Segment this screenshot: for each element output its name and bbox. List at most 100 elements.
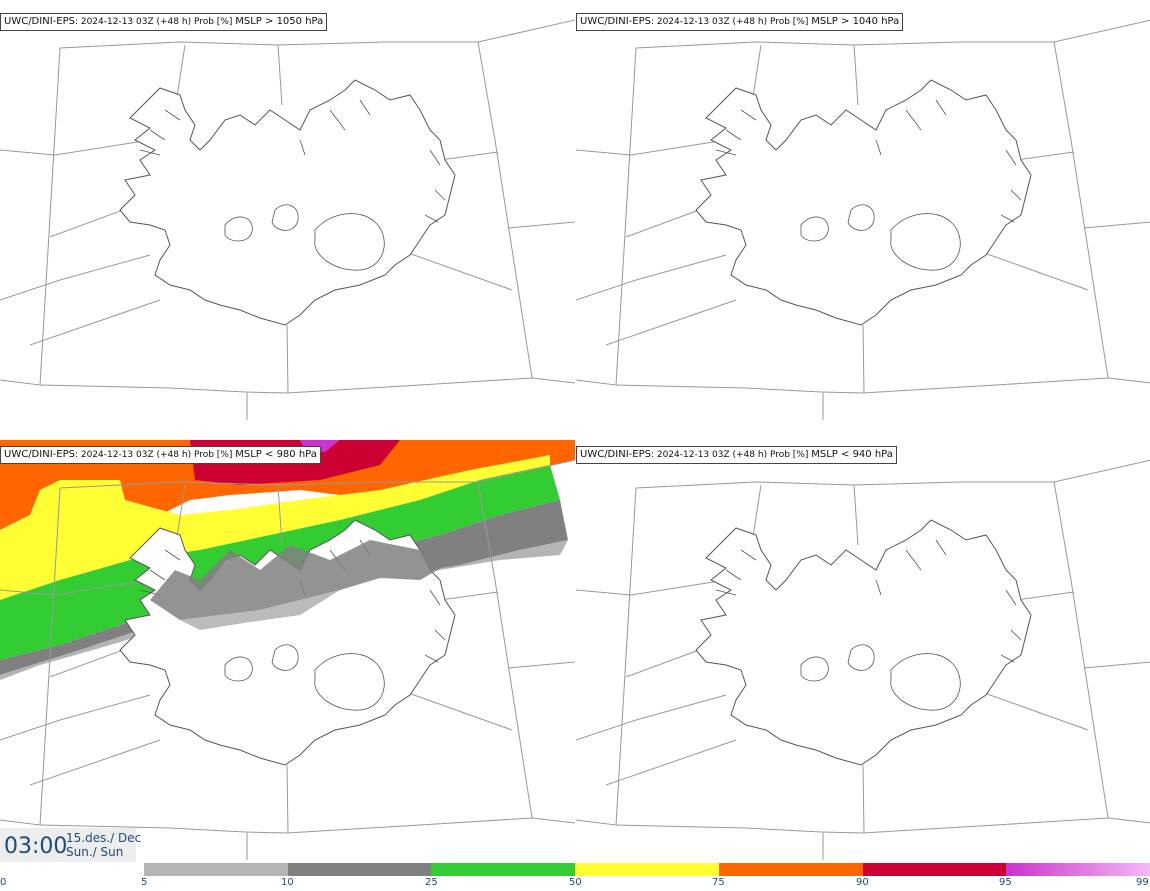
graticule-line [975, 249, 1089, 291]
graticule-line [615, 487, 637, 826]
map-panel-mslp-lt-940: UWC/DINI-EPS: 2024-12-13 03Z (+48 h) Pro… [576, 440, 1150, 860]
graticule-line [605, 299, 737, 346]
graticule-line [0, 254, 151, 301]
threshold-label: MSLP < 940 hPa [811, 449, 893, 460]
graticule-lines [0, 19, 575, 420]
map-canvas [576, 459, 1150, 860]
panel-title: UWC/DINI-EPS: 2024-12-13 03Z (+48 h) Pro… [576, 13, 904, 31]
map-panel-mslp-lt-980: UWC/DINI-EPS: 2024-12-13 03Z (+48 h) Pro… [0, 440, 575, 860]
colorbar-tick-90: 90 [856, 877, 869, 888]
valid-time-date: 15.des./ Dec Sun./ Sun [66, 831, 141, 859]
coastal-band-overlay [150, 540, 455, 620]
colorbar-tick-95: 95 [999, 877, 1012, 888]
graticule-line [615, 377, 1150, 394]
colorbar-tick-0: 0 [0, 877, 7, 888]
colorbar-segment-95-99 [1006, 863, 1150, 876]
threshold-label: MSLP < 980 hPa [235, 449, 317, 460]
model-name: UWC/DINI-EPS [580, 449, 651, 460]
colorbar-tick-25: 25 [425, 877, 438, 888]
graticule-line [576, 254, 727, 301]
graticule-line [0, 819, 41, 826]
graticule-line [29, 739, 161, 786]
graticule-line [59, 459, 575, 489]
graticule-line [39, 47, 61, 386]
graticule-line [286, 324, 289, 394]
graticule-line [862, 324, 865, 394]
iceland-coastline [695, 79, 1032, 326]
map-canvas [576, 19, 1150, 420]
colorbar-segment-5-10 [144, 863, 288, 876]
run-info: 2024-12-13 03Z (+48 h) Prob [%] [80, 450, 233, 460]
graticule-line [615, 817, 1150, 834]
valid-time-clock: 03:00 [4, 834, 68, 859]
colorbar-tick-50: 50 [569, 877, 582, 888]
graticule-lines [576, 19, 1150, 420]
panel-title: UWC/DINI-EPS: 2024-12-13 03Z (+48 h) Pro… [0, 446, 321, 464]
graticule-line [1015, 591, 1075, 601]
graticule-line [277, 44, 283, 106]
valid-time-box [0, 828, 136, 862]
graticule-line [605, 739, 737, 786]
coastline-detail [715, 539, 1022, 663]
date-line-1: 15.des./ Dec [66, 831, 142, 845]
graticule-line [39, 817, 575, 834]
glacier-outlines [800, 204, 961, 271]
graticule-line [576, 579, 727, 596]
graticule-line [975, 689, 1089, 731]
graticule-line [0, 379, 41, 386]
graticule-line [39, 377, 575, 394]
graticule-line [1053, 481, 1109, 819]
coastline-detail [715, 99, 1022, 223]
graticule-line [1083, 221, 1150, 229]
graticule-line [439, 591, 499, 601]
band-light-gray [0, 540, 568, 680]
graticule-line [853, 44, 859, 106]
graticule-line [853, 484, 859, 546]
graticule-line [477, 481, 533, 819]
graticule-line [59, 19, 575, 49]
coastline-detail [139, 99, 446, 223]
graticule-line [576, 379, 617, 386]
graticule-line [286, 764, 289, 834]
panel-title: UWC/DINI-EPS: 2024-12-13 03Z (+48 h) Pro… [0, 13, 328, 31]
graticule-line [576, 694, 727, 741]
map-canvas [0, 440, 575, 860]
probability-colorbar [144, 863, 1150, 876]
iceland-coastline [119, 79, 456, 326]
model-name: UWC/DINI-EPS [4, 16, 75, 27]
band-yellow [0, 455, 550, 600]
graticule-line [0, 139, 151, 156]
threshold-label: MSLP > 1040 hPa [811, 16, 900, 27]
graticule-line [0, 579, 151, 596]
graticule-line [615, 47, 637, 386]
map-panel-mslp-gt-1040: UWC/DINI-EPS: 2024-12-13 03Z (+48 h) Pro… [576, 0, 1150, 420]
graticule-line [576, 819, 617, 826]
colorbar-segment-10-25 [287, 863, 432, 876]
date-line-2: Sun./ Sun [66, 845, 124, 859]
graticule-line [507, 661, 575, 669]
graticule-line [439, 151, 499, 161]
graticule-line [576, 139, 727, 156]
graticule-line [277, 484, 283, 546]
graticule-line [1015, 151, 1075, 161]
colorbar-tick-10: 10 [281, 877, 294, 888]
graticule-line [0, 694, 151, 741]
colorbar-tick-75: 75 [712, 877, 725, 888]
run-info: 2024-12-13 03Z (+48 h) Prob [%] [656, 450, 809, 460]
glacier-outlines [800, 644, 961, 711]
colorbar-tick-5: 5 [141, 877, 148, 888]
colorbar-segment-75-90 [718, 863, 863, 876]
graticule-line [39, 487, 61, 826]
threshold-label: MSLP > 1050 hPa [235, 16, 324, 27]
model-name: UWC/DINI-EPS [580, 16, 651, 27]
graticule-line [507, 221, 575, 229]
model-name: UWC/DINI-EPS [4, 449, 75, 460]
colorbar-segment-50-75 [575, 863, 719, 876]
graticule-line [862, 764, 865, 834]
map-panel-mslp-gt-1050: UWC/DINI-EPS: 2024-12-13 03Z (+48 h) Pro… [0, 0, 575, 420]
run-info: 2024-12-13 03Z (+48 h) Prob [%] [80, 17, 233, 27]
colorbar-tick-99: 99 [1136, 877, 1149, 888]
iceland-coastline [695, 519, 1032, 766]
graticule-line [477, 41, 533, 379]
glacier-outlines [224, 204, 385, 271]
